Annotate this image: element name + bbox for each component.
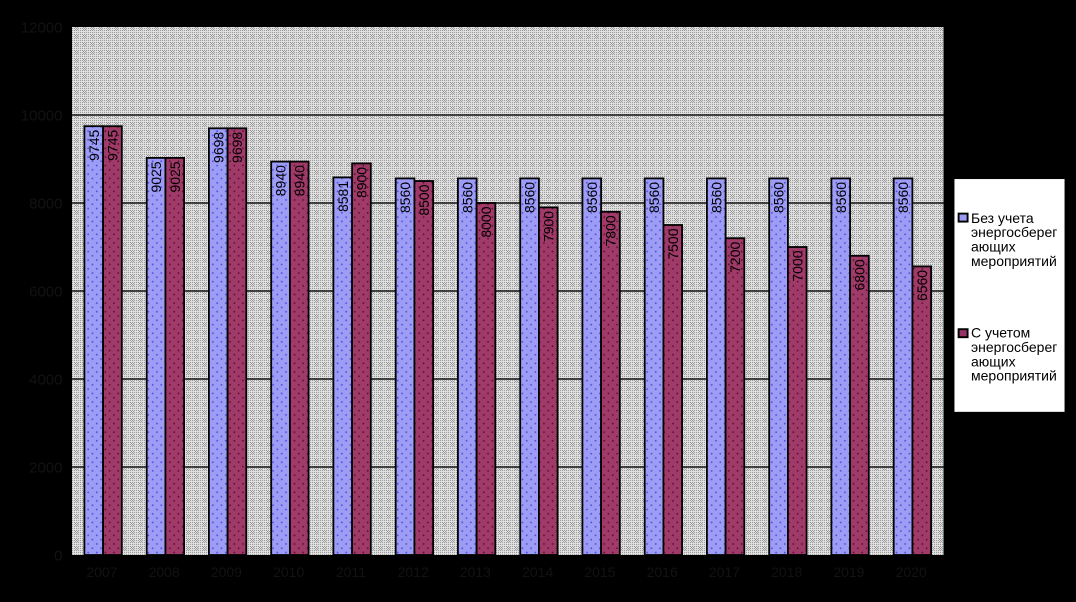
- svg-text:6000: 6000: [29, 283, 62, 300]
- svg-text:2017: 2017: [709, 564, 740, 580]
- svg-text:6800: 6800: [852, 259, 868, 290]
- svg-text:6560: 6560: [914, 270, 930, 301]
- svg-text:7900: 7900: [540, 211, 556, 242]
- svg-text:2000: 2000: [29, 459, 62, 476]
- svg-text:8560: 8560: [895, 182, 911, 213]
- svg-text:4000: 4000: [29, 371, 62, 388]
- svg-text:10000: 10000: [21, 107, 63, 124]
- svg-text:ающих: ающих: [971, 353, 1016, 369]
- svg-text:2018: 2018: [771, 564, 802, 580]
- svg-text:2011: 2011: [336, 564, 366, 580]
- svg-text:ающих: ающих: [971, 239, 1016, 255]
- svg-text:8560: 8560: [708, 182, 724, 213]
- svg-text:8560: 8560: [833, 182, 849, 213]
- svg-text:2019: 2019: [833, 564, 864, 580]
- svg-text:7800: 7800: [603, 215, 619, 246]
- svg-text:7500: 7500: [665, 228, 681, 259]
- svg-text:9745: 9745: [105, 129, 121, 160]
- svg-text:9745: 9745: [86, 129, 102, 160]
- svg-text:8940: 8940: [273, 165, 289, 196]
- svg-text:С учетом: С учетом: [971, 325, 1030, 341]
- svg-text:9025: 9025: [167, 161, 183, 192]
- svg-text:2009: 2009: [211, 564, 242, 580]
- svg-text:7000: 7000: [789, 250, 805, 281]
- svg-text:2014: 2014: [522, 564, 553, 580]
- svg-text:9698: 9698: [210, 132, 226, 163]
- svg-text:8000: 8000: [29, 195, 62, 212]
- svg-text:2016: 2016: [647, 564, 678, 580]
- svg-text:8940: 8940: [291, 165, 307, 196]
- svg-text:7200: 7200: [727, 241, 743, 272]
- svg-text:2013: 2013: [460, 564, 491, 580]
- svg-text:8560: 8560: [584, 182, 600, 213]
- svg-text:2012: 2012: [398, 564, 429, 580]
- svg-text:2010: 2010: [273, 564, 304, 580]
- svg-text:2008: 2008: [149, 564, 180, 580]
- svg-text:мероприятий: мероприятий: [971, 253, 1057, 269]
- svg-text:2015: 2015: [584, 564, 615, 580]
- svg-text:8560: 8560: [397, 182, 413, 213]
- svg-text:2020: 2020: [896, 564, 927, 580]
- svg-text:8000: 8000: [478, 206, 494, 237]
- svg-text:9698: 9698: [229, 132, 245, 163]
- svg-text:2007: 2007: [86, 564, 117, 580]
- svg-text:12000: 12000: [21, 19, 63, 36]
- svg-text:мероприятий: мероприятий: [971, 368, 1057, 384]
- svg-text:Без учета: Без учета: [971, 210, 1034, 226]
- svg-text:8560: 8560: [646, 182, 662, 213]
- svg-text:0: 0: [54, 547, 62, 564]
- svg-text:8581: 8581: [335, 181, 351, 212]
- svg-text:энергосберег: энергосберег: [971, 339, 1057, 355]
- svg-text:8900: 8900: [354, 167, 370, 198]
- svg-text:8560: 8560: [522, 182, 538, 213]
- svg-text:9025: 9025: [148, 161, 164, 192]
- svg-text:8560: 8560: [771, 182, 787, 213]
- svg-text:8560: 8560: [459, 182, 475, 213]
- svg-text:энергосберег: энергосберег: [971, 224, 1057, 240]
- svg-text:8500: 8500: [416, 184, 432, 215]
